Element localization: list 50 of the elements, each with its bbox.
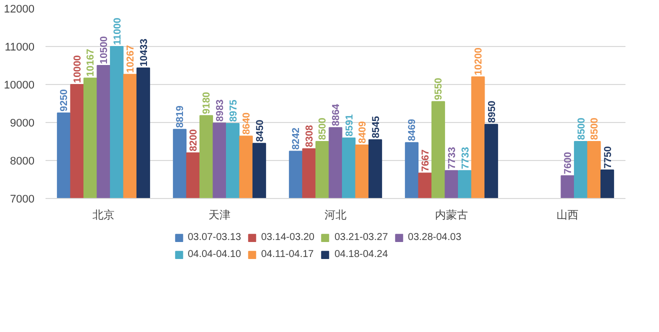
data-label: 8819 <box>175 105 186 128</box>
y-tick-label: 10000 <box>4 80 35 92</box>
data-label: 7733 <box>447 146 458 170</box>
data-label: 8469 <box>407 118 418 142</box>
data-label: 8545 <box>370 116 382 138</box>
x-tick-label: 天津 <box>208 208 230 222</box>
data-label: 7750 <box>602 146 614 168</box>
x-tick-label: 北京 <box>92 208 114 222</box>
data-label: 10267 <box>126 44 137 73</box>
data-label: 9550 <box>434 77 445 100</box>
data-label: 8308 <box>304 124 316 148</box>
data-label: 7733 <box>460 146 472 170</box>
x-tick-label: 河北 <box>324 208 346 222</box>
data-label: 8500 <box>590 117 601 140</box>
y-tick-label: 12000 <box>4 4 35 16</box>
legend-label: 04.04-04.10 <box>188 249 242 260</box>
data-label: 8242 <box>291 127 302 150</box>
x-tick-label: 内蒙古 <box>435 208 468 222</box>
data-label: 8983 <box>215 98 226 122</box>
data-label: 8591 <box>344 114 356 137</box>
x-tick-label: 山西 <box>556 208 578 222</box>
legend-label: 04.18-04.24 <box>334 249 388 260</box>
data-label: 8975 <box>228 99 240 122</box>
data-label: 9180 <box>202 91 213 114</box>
data-label: 8500 <box>318 117 329 140</box>
data-label: 8950 <box>486 100 498 123</box>
data-label: 8409 <box>358 120 369 144</box>
data-label: 10433 <box>138 38 150 67</box>
data-label: 10500 <box>99 36 110 64</box>
legend-label: 03.28-04.03 <box>408 232 462 243</box>
y-tick-label: 9000 <box>10 118 35 130</box>
y-tick-label: 11000 <box>4 42 35 54</box>
data-label: 7600 <box>563 151 574 174</box>
data-label: 8200 <box>188 128 200 152</box>
legend-label: 03.14-03.20 <box>261 232 314 243</box>
legend-label: 03.21-03.27 <box>334 232 388 243</box>
data-label: 10200 <box>474 47 485 76</box>
data-label: 8450 <box>254 119 266 142</box>
data-label: 8640 <box>242 112 253 135</box>
data-label: 11000 <box>112 17 124 45</box>
data-label: 9250 <box>59 88 70 112</box>
y-tick-label: 7000 <box>10 194 35 206</box>
y-tick-label: 8000 <box>10 156 35 168</box>
data-label: 10000 <box>72 54 84 83</box>
legend-label: 04.11-04.17 <box>261 249 314 260</box>
data-label: 8864 <box>331 103 342 126</box>
data-label: 10167 <box>86 48 97 77</box>
data-label: 8500 <box>576 117 588 140</box>
legend-label: 03.07-03.13 <box>188 232 242 243</box>
data-label: 7667 <box>420 148 432 172</box>
